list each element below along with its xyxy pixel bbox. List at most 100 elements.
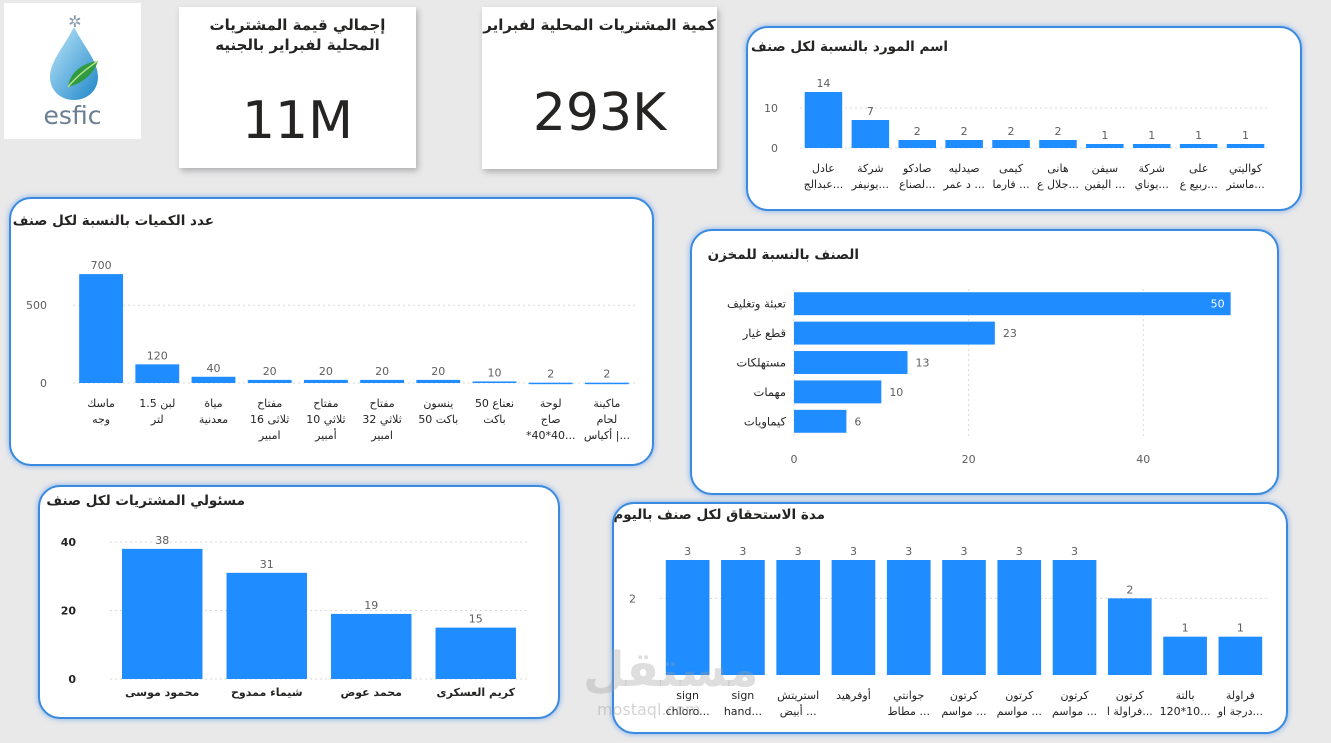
data-label: 40 [207,362,221,375]
x-category-label: sign [732,689,755,702]
x-category-label: مواسم ... [997,705,1042,718]
x-category-label: اليفين ... [1084,178,1125,191]
data-label: 38 [155,534,169,547]
x-category-label: كرتون [1116,689,1145,702]
x-category-label: فارما ... [992,178,1029,191]
bar [886,560,931,675]
y-tick-label: 20 [61,605,77,618]
data-label: 3 [905,545,912,558]
data-label: 23 [1003,327,1017,340]
bar [794,380,882,404]
data-label: 2 [914,125,921,138]
x-category-label: د عمر ... [942,178,984,191]
x-category-label: امبير [258,429,281,442]
x-category-label: باكت [483,413,505,426]
x-category-label: امبير [370,429,393,442]
x-category-label: يونيفر... [851,178,889,191]
chart-title: مدة الاستحقاق لكل صنف باليوم [613,507,825,523]
chart-title: الصنف بالنسبة للمخزن [707,247,859,263]
due-days-bar-chart: 2 3 sign chloro... 3 sign hand... 3 استريتش أبيض … [629,545,1268,718]
bar [721,560,765,675]
x-tick-label: 0 [791,453,798,466]
bar [1039,140,1077,148]
data-label: 13 [916,357,930,370]
chart-card-quantity[interactable]: عدد الكميات بالنسبة لكل صنف 0 500 700 ماسك و… [9,197,654,466]
x-category-label: مفتاح [369,397,394,410]
data-label: 3 [850,545,857,558]
watermark-logo: مستقل [583,642,759,698]
bar [942,560,986,675]
y-category-label: قطع غيار [742,326,786,341]
data-label: 10 [889,386,903,399]
company-logo: ✲ esfic [4,3,141,139]
bar [945,140,983,148]
x-category-label: chloro... [666,705,710,718]
y-tick-label: 0 [771,142,778,155]
x-category-label: كرتون [950,689,979,702]
data-label: 15 [469,613,483,626]
bar [1218,636,1263,675]
data-label: 50 [1211,298,1225,311]
bar [1107,598,1152,675]
x-category-label: ثلاثي 10 [306,413,345,426]
bar [794,292,1231,316]
supplier-bar-chart: 0 10 14 عادل عبدالج... 7 شركة يونيفر... 2 صادكو لص… [764,77,1269,191]
x-category-label: فراولة [1226,689,1255,702]
bar [226,572,307,679]
chart-title: مسئولي المشتريات لكل صنف [46,493,245,509]
x-category-label: كرتون [1005,689,1034,702]
chart-card-officer[interactable]: مسئولي المشتريات لكل صنف 0 20 40 38 محمود مو… [38,485,560,719]
x-category-label: مواسم ... [1052,705,1097,718]
bar [79,274,124,383]
data-label: 1 [1101,129,1108,142]
bar [997,560,1042,675]
kpi-value: 11M [241,91,354,151]
chart-card-due-days[interactable]: مدة الاستحقاق لكل صنف باليوم 2 3 sign chlor… [612,502,1288,734]
bar [1163,636,1207,675]
bar [122,548,203,679]
x-category-label: لتر [150,413,164,426]
bar [435,627,516,679]
kpi-card-total-value: إجمالي قيمة المشتريات المحلية لفبراير با… [179,7,416,168]
bar [528,382,573,385]
data-label: 31 [260,558,274,571]
bar [1052,560,1097,675]
bar [331,613,412,679]
bar [135,364,180,383]
data-label: 3 [961,545,968,558]
x-category-label: 120*10... [1160,705,1211,718]
data-label: 120 [147,349,168,362]
x-category-label: شيماء ممدوح [231,686,303,699]
chart-card-supplier[interactable]: اسم المورد بالنسبة لكل صنف 0 10 14 عادل عبدا… [746,26,1302,211]
x-category-label: *40*40... [526,429,575,442]
bar [851,120,890,148]
x-category-label: بالتة [1176,689,1195,702]
logo-text: esfic [43,101,102,130]
bar [1086,144,1124,148]
data-label: 2 [1008,125,1015,138]
x-category-label: درجة او... [1217,705,1263,718]
data-label: 2 [1054,125,1061,138]
x-category-label: استريتش [777,689,819,702]
chart-card-category-store[interactable]: الصنف بالنسبة للمخزن 0 20 40 50 تعبئة وتغليف… [690,229,1279,495]
x-category-label: مواسم ... [941,705,986,718]
x-category-label: سيفن [1092,162,1118,175]
data-label: 14 [816,77,830,90]
y-tick-label: 500 [26,299,47,312]
x-category-label: وجه [92,413,110,426]
bar [794,351,908,374]
bar [303,379,348,383]
x-category-label: عبدالج... [804,178,844,191]
x-category-label: باكت 50 [418,413,458,426]
data-label: 1 [1242,129,1249,142]
x-category-label: أبيض ... [780,704,817,718]
data-label: 6 [854,415,861,428]
x-category-label: hand... [724,705,762,718]
x-category-label: جلال ع... [1037,178,1079,191]
data-label: 1 [1237,622,1244,635]
quantity-bar-chart: 0 500 700 ماسك وجه 120 لبن 1.5 لتر 40 مياة معدنية 2… [26,259,635,442]
kpi-title: كمية المشتريات المحلية لفبراير [483,16,716,34]
y-tick-label: 0 [40,377,47,390]
category-store-bar-chart: 0 20 40 50 تعبئة وتغليف 23 قطع غيار 13 مستهلكات 1… [727,289,1231,466]
bar [665,560,710,675]
